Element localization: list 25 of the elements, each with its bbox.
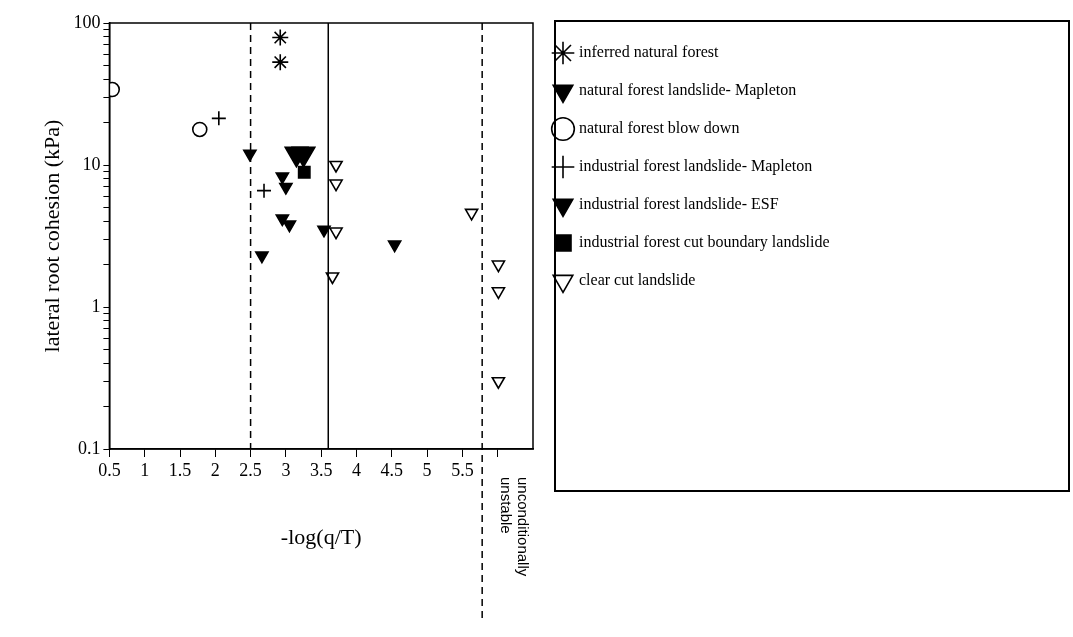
x-tick-label: 5.5	[451, 459, 474, 480]
legend-label: industrial forest landslide- ESF	[579, 195, 779, 213]
x-tick-label: 5	[422, 459, 432, 480]
x-tick-label: 4.5	[380, 459, 404, 480]
x-tick-label: 0.5	[98, 459, 121, 480]
legend-label: industrial forest landslide- Mapleton	[579, 157, 813, 176]
legend-label: clear cut landslide	[579, 271, 696, 289]
x-axis-title: -log(q/T)	[280, 523, 362, 549]
legend-label: natural forest landslide- Mapleton	[579, 81, 797, 100]
legend-label: industrial forest cut boundary landslide	[579, 233, 830, 252]
x-tick-label: 4	[352, 459, 361, 480]
y-axis-title: lateral root cohesion (kPa)	[38, 119, 64, 353]
y-tick-label: 10	[82, 153, 101, 174]
y-tick-label: 1	[91, 295, 101, 316]
legend-label: inferred natural forest	[579, 43, 720, 61]
x-tick-label: 3	[281, 459, 291, 480]
ref-line-label: unconditionally unstable	[497, 477, 532, 577]
y-tick-label: 0.1	[77, 437, 101, 458]
x-tick-label: 1.5	[168, 459, 192, 480]
x-tick-label: 3.5	[309, 459, 333, 480]
legend-label: natural forest blow down	[579, 119, 740, 137]
y-tick-label: 100	[73, 11, 101, 32]
x-tick-label: 2	[210, 459, 220, 480]
x-tick-label: 1	[140, 459, 150, 480]
x-tick-label: 2.5	[239, 459, 262, 480]
